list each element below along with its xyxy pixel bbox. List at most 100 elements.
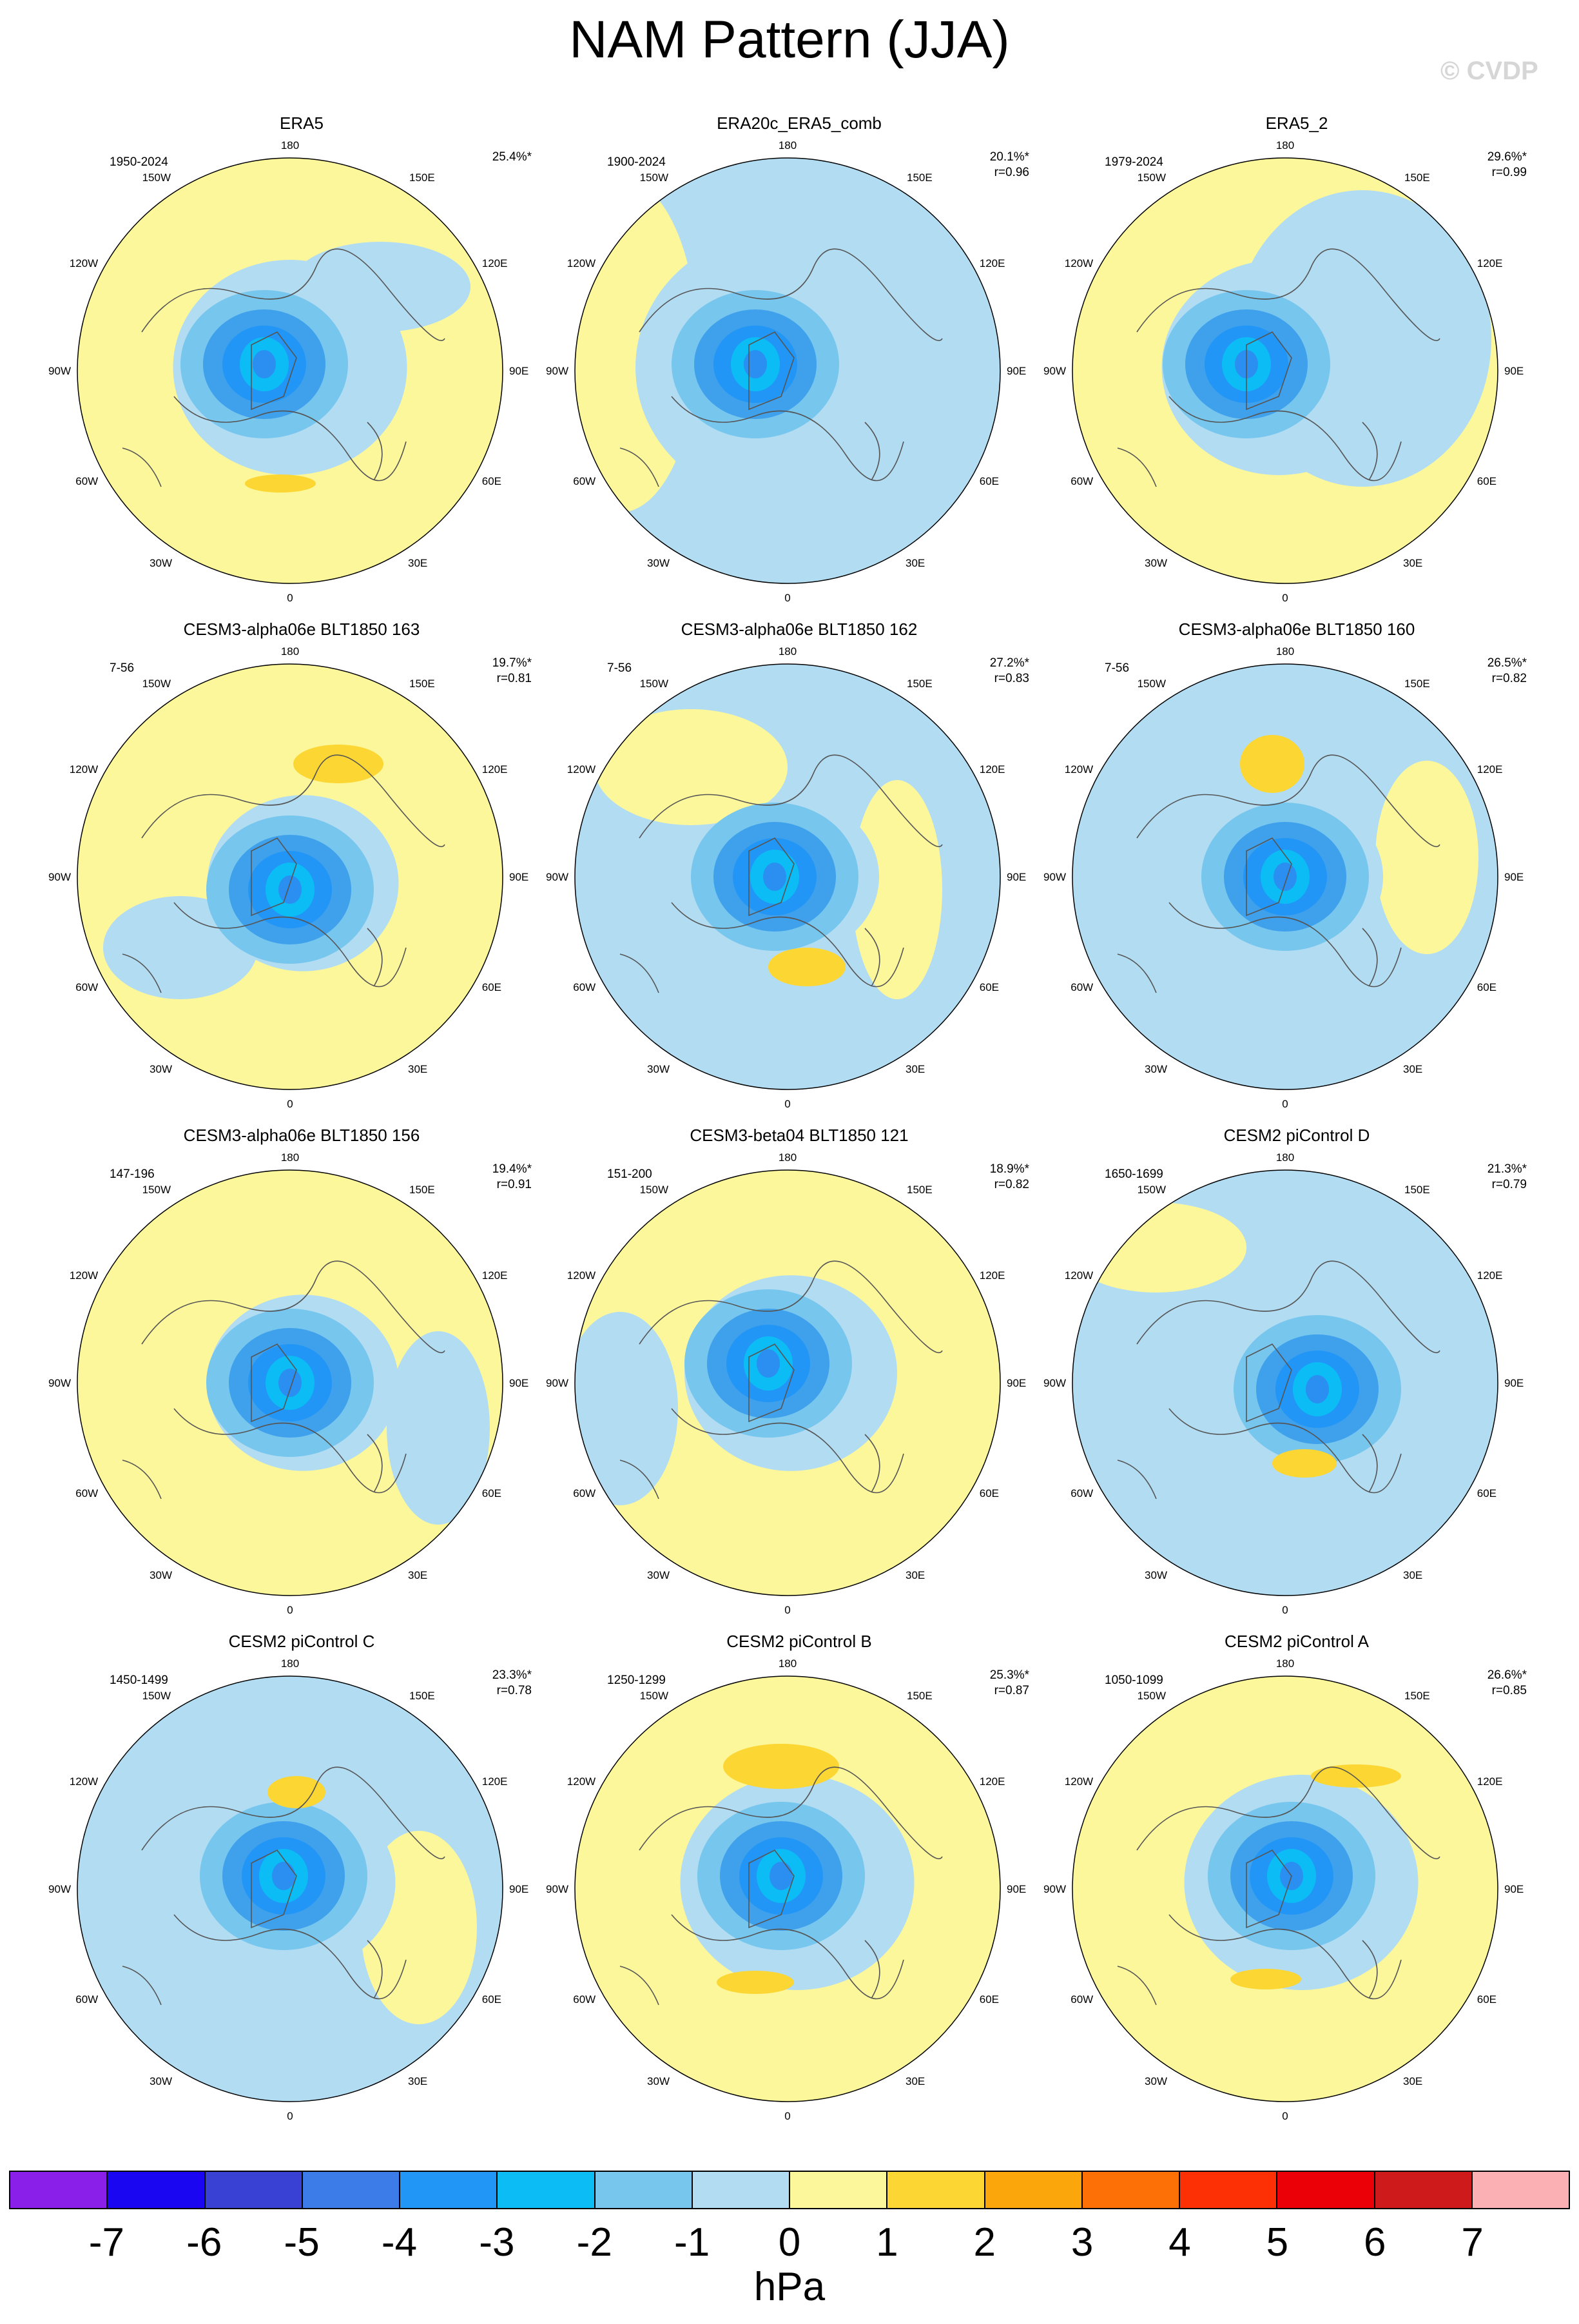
longitude-label: 90E: [1007, 365, 1026, 377]
longitude-label: 150E: [907, 1184, 933, 1196]
longitude-label: 120E: [482, 257, 508, 269]
colorbar-tick-label: 3: [1070, 2220, 1094, 2265]
longitude-label: 60W: [573, 981, 596, 993]
longitude-label: 90W: [48, 871, 71, 883]
negative-anomaly-core: [1306, 1375, 1329, 1403]
panel-years: 1650-1699: [1105, 1167, 1163, 1181]
colorbar-tick-label: 0: [778, 2220, 801, 2265]
longitude-label: 90E: [1504, 1377, 1524, 1389]
longitude-label: 60E: [482, 981, 501, 993]
polar-map: 180 0 90W 90E 150W 120W 150E 120E 60W 30W 60E 30E: [48, 645, 528, 1110]
colorbar-tick-label: -2: [576, 2220, 612, 2265]
longitude-label: 60W: [75, 475, 98, 487]
map-field: [1072, 664, 1498, 1089]
coastlines: [619, 248, 943, 487]
panel-variance-percent: 23.3%*: [492, 1668, 532, 1682]
longitude-label: 120W: [567, 763, 596, 776]
longitude-label: 60E: [482, 475, 501, 487]
longitude-label: 0: [287, 1604, 293, 1616]
colorbar-swatch: [1277, 2172, 1375, 2208]
map-field: [575, 664, 1000, 1089]
positive-anomaly-region: [1230, 1969, 1301, 1989]
longitude-label: 120W: [567, 1775, 596, 1788]
longitude-label: 180: [1276, 139, 1294, 151]
map-panel: CESM3-alpha06e BLT1850 163 7-56 19.7%* r=0.…: [39, 619, 567, 1122]
longitude-label: 0: [784, 1604, 790, 1616]
colorbar-swatch: [1082, 2172, 1180, 2208]
longitude-label: 0: [1282, 2110, 1288, 2122]
longitude-label: 30E: [1403, 1063, 1422, 1075]
panel-title: CESM3-alpha06e BLT1850 156: [183, 1126, 420, 1145]
colorbar-unit-label: hPa: [753, 2265, 826, 2309]
longitude-label: 150W: [640, 1690, 668, 1702]
colorbar-tick-label: -5: [284, 2220, 320, 2265]
panel-title: CESM2 piControl B: [726, 1632, 872, 1651]
longitude-label: 0: [784, 592, 790, 604]
longitude-label: 60W: [573, 475, 596, 487]
longitude-label: 90W: [546, 871, 568, 883]
map-boundary: [77, 663, 503, 1090]
colorbar-swatch: [400, 2172, 498, 2208]
longitude-label: 30E: [906, 557, 925, 569]
colorbar-swatch: [1472, 2172, 1569, 2208]
map-field: [77, 158, 503, 583]
longitude-label: 0: [287, 592, 293, 604]
colorbar: [9, 2171, 1570, 2209]
longitude-label: 90W: [48, 365, 71, 377]
positive-anomaly-region: [245, 474, 316, 493]
longitude-label: 150W: [640, 1184, 668, 1196]
longitude-label: 30E: [408, 1063, 427, 1075]
longitude-label: 180: [1276, 1151, 1294, 1164]
longitude-label: 60W: [1070, 475, 1093, 487]
longitude-label: 150E: [907, 171, 933, 184]
longitude-label: 120W: [1065, 1269, 1093, 1282]
colorbar-swatch: [1375, 2172, 1473, 2208]
map-panel: CESM3-alpha06e BLT1850 156 147-196 19.4%* r…: [39, 1125, 567, 1628]
longitude-label: 150W: [1138, 678, 1166, 690]
longitude-label: 30E: [1403, 1569, 1422, 1581]
map-field: [1072, 1170, 1498, 1596]
longitude-label: 150E: [907, 678, 933, 690]
longitude-label: 30E: [1403, 557, 1422, 569]
panel-variance-percent: 20.1%*: [989, 150, 1029, 164]
panel-variance-percent: 19.7%*: [492, 656, 532, 670]
longitude-label: 60E: [1477, 1993, 1497, 2006]
colorbar-swatch: [498, 2172, 596, 2208]
longitude-label: 120E: [980, 1269, 1005, 1282]
longitude-label: 30E: [906, 1063, 925, 1075]
longitude-label: 0: [1282, 1098, 1288, 1110]
map-boundary: [77, 1675, 503, 2102]
longitude-label: 120E: [482, 763, 508, 776]
anomaly-region: [1375, 761, 1478, 954]
colorbar-swatch: [108, 2172, 206, 2208]
polar-map: 180 0 90W 90E 150W 120W 150E 120E 60W 30W 60E 30E: [48, 1657, 528, 2122]
map-field: [77, 1170, 503, 1596]
longitude-label: 0: [287, 2110, 293, 2122]
longitude-label: 180: [281, 139, 299, 151]
longitude-label: 180: [779, 1657, 797, 1670]
longitude-label: 150E: [409, 1690, 435, 1702]
panel-correlation: r=0.96: [994, 166, 1029, 179]
page-title: NAM Pattern (JJA): [569, 10, 1010, 69]
panel-variance-percent: 21.3%*: [1487, 1162, 1527, 1176]
longitude-label: 90E: [509, 365, 528, 377]
longitude-label: 60W: [573, 1487, 596, 1499]
longitude-label: 120W: [567, 1269, 596, 1282]
panel-years: 1950-2024: [110, 155, 168, 169]
longitude-label: 120W: [1065, 1775, 1093, 1788]
longitude-label: 30W: [150, 1063, 172, 1075]
longitude-label: 90W: [1043, 871, 1066, 883]
negative-anomaly-core: [770, 1862, 793, 1890]
panel-title: CESM2 piControl A: [1225, 1632, 1369, 1651]
map-panel: CESM2 piControl A 1050-1099 26.6%* r=0.85 18…: [1034, 1631, 1562, 2134]
longitude-label: 30W: [150, 557, 172, 569]
panel-title: ERA20c_ERA5_comb: [717, 113, 882, 133]
map-panel: ERA5 1950-2024 25.4%* 180 0 90W 90E 150W 120W 150…: [39, 113, 567, 616]
longitude-label: 60E: [482, 1487, 501, 1499]
longitude-label: 120W: [70, 257, 98, 269]
coastlines: [1117, 1766, 1440, 2006]
coastlines: [122, 248, 445, 487]
longitude-label: 60W: [1070, 1993, 1093, 2006]
longitude-label: 120W: [70, 763, 98, 776]
longitude-label: 90W: [546, 365, 568, 377]
